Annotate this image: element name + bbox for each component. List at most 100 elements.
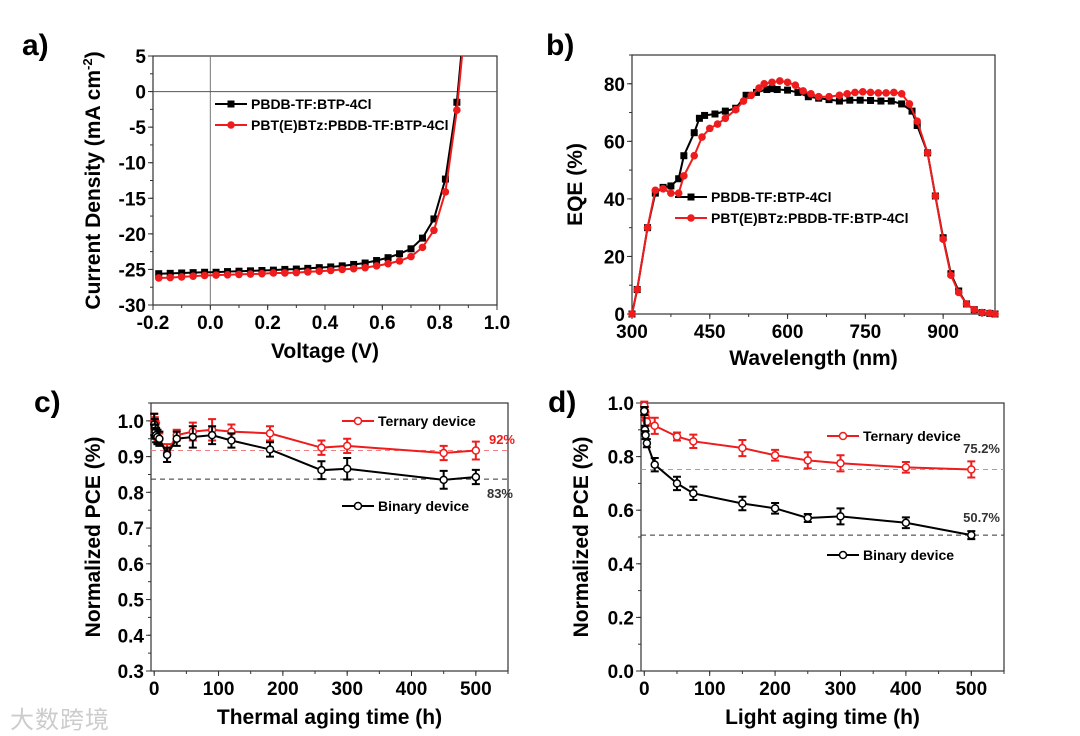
data-point bbox=[939, 235, 947, 243]
y-tick-label: 1.0 bbox=[608, 394, 634, 415]
legend-label: Ternary device bbox=[378, 413, 476, 429]
data-point bbox=[418, 243, 427, 252]
y-tick-label: 0.3 bbox=[118, 662, 144, 683]
x-tick-label: 450 bbox=[694, 322, 726, 343]
data-point bbox=[814, 92, 823, 101]
y-tick-label: -10 bbox=[119, 154, 146, 175]
data-point bbox=[978, 308, 986, 317]
x-tick-label: 600 bbox=[772, 322, 804, 343]
data-point bbox=[342, 441, 352, 451]
x-tick-label: 500 bbox=[955, 679, 987, 700]
data-point bbox=[223, 270, 232, 279]
y-tick-label: 0.7 bbox=[118, 519, 144, 540]
data-point bbox=[742, 91, 750, 99]
retention-label: 83% bbox=[487, 486, 513, 501]
data-point bbox=[430, 226, 438, 235]
data-point bbox=[418, 234, 426, 242]
data-point bbox=[784, 86, 792, 94]
data-point bbox=[407, 252, 415, 261]
legend-label: PBDB-TF:BTP-4Cl bbox=[711, 189, 832, 205]
data-point bbox=[931, 192, 940, 200]
data-point bbox=[650, 460, 659, 469]
data-point bbox=[235, 270, 243, 279]
data-point bbox=[747, 91, 756, 100]
data-point bbox=[178, 269, 186, 277]
data-point bbox=[659, 185, 667, 193]
panel-label: b) bbox=[546, 29, 574, 62]
data-point bbox=[825, 92, 833, 101]
y-tick-label: 0.2 bbox=[608, 608, 634, 629]
data-point bbox=[269, 269, 278, 277]
legend-entry: PBT(E)BTz:PBDB-TF:BTP-4Cl bbox=[675, 210, 909, 226]
data-point bbox=[350, 260, 358, 268]
data-point bbox=[212, 271, 220, 279]
y-tick-label: 20 bbox=[604, 247, 625, 268]
y-tick-label: -15 bbox=[119, 189, 147, 210]
data-point bbox=[675, 175, 683, 183]
data-point bbox=[768, 78, 776, 87]
y-tick-label: -30 bbox=[119, 296, 146, 317]
data-point bbox=[349, 264, 358, 273]
x-tick-label: 0.2 bbox=[254, 313, 280, 334]
x-tick-label: 1.0 bbox=[484, 313, 510, 334]
data-point bbox=[166, 269, 174, 277]
x-tick-label: 500 bbox=[460, 679, 492, 700]
data-point bbox=[991, 310, 999, 318]
data-point bbox=[713, 120, 722, 128]
data-point bbox=[672, 479, 682, 488]
x-tick-label: 300 bbox=[331, 679, 363, 700]
x-tick-label: 300 bbox=[825, 679, 857, 700]
data-point bbox=[650, 421, 659, 431]
data-point bbox=[695, 114, 703, 122]
data-point bbox=[763, 86, 771, 94]
data-point bbox=[783, 78, 792, 87]
x-tick-label: 900 bbox=[927, 322, 959, 343]
data-point bbox=[711, 110, 719, 118]
x-tick-label: 0.0 bbox=[197, 313, 223, 334]
data-point bbox=[384, 259, 392, 268]
data-point bbox=[342, 464, 352, 473]
data-point bbox=[166, 273, 174, 282]
data-point bbox=[258, 269, 266, 278]
y-axis-label: EQE (%) bbox=[564, 143, 587, 226]
data-point bbox=[947, 271, 955, 279]
y-tick-label: 0.6 bbox=[118, 555, 144, 576]
y-tick-label: 0 bbox=[614, 305, 625, 326]
y-tick-label: 0.9 bbox=[118, 448, 144, 469]
retention-label: 75.2% bbox=[963, 441, 1000, 456]
y-tick-label: 80 bbox=[604, 75, 625, 96]
y-tick-label: 0.5 bbox=[118, 591, 145, 612]
data-point bbox=[674, 189, 683, 197]
data-point bbox=[471, 472, 481, 482]
data-point bbox=[292, 268, 301, 277]
data-point bbox=[835, 97, 843, 105]
data-point bbox=[265, 445, 275, 454]
data-point bbox=[856, 96, 864, 104]
panel-b: b) 300 450 600 750 900 0 20 40 60 80 Wavelength (nm… bbox=[546, 29, 999, 370]
data-point bbox=[738, 443, 747, 453]
data-point bbox=[803, 456, 813, 465]
panel-d: d) 0 100 200 300 400 500 0.0 0.2 0.4 0.6 0.8 1.0 Ligh… bbox=[548, 386, 1005, 729]
data-point bbox=[396, 250, 404, 258]
data-point bbox=[701, 111, 709, 119]
y-tick-label: 5 bbox=[135, 47, 146, 68]
legend-label: Binary device bbox=[863, 547, 954, 563]
data-point bbox=[967, 530, 976, 540]
legend-label: Ternary device bbox=[863, 428, 961, 444]
data-point bbox=[843, 90, 852, 98]
plot-frame bbox=[150, 402, 509, 672]
data-point bbox=[770, 451, 780, 460]
data-point bbox=[265, 429, 275, 438]
x-tick-label: 0 bbox=[149, 679, 160, 700]
data-point bbox=[901, 463, 911, 472]
data-point bbox=[970, 305, 979, 314]
data-point bbox=[721, 114, 730, 123]
data-point bbox=[384, 254, 392, 262]
y-tick-label: 0.4 bbox=[118, 626, 145, 647]
data-point bbox=[304, 268, 312, 276]
data-point bbox=[395, 257, 404, 265]
legend-marker bbox=[353, 416, 363, 426]
series-line bbox=[158, 55, 463, 275]
data-point bbox=[698, 133, 706, 141]
